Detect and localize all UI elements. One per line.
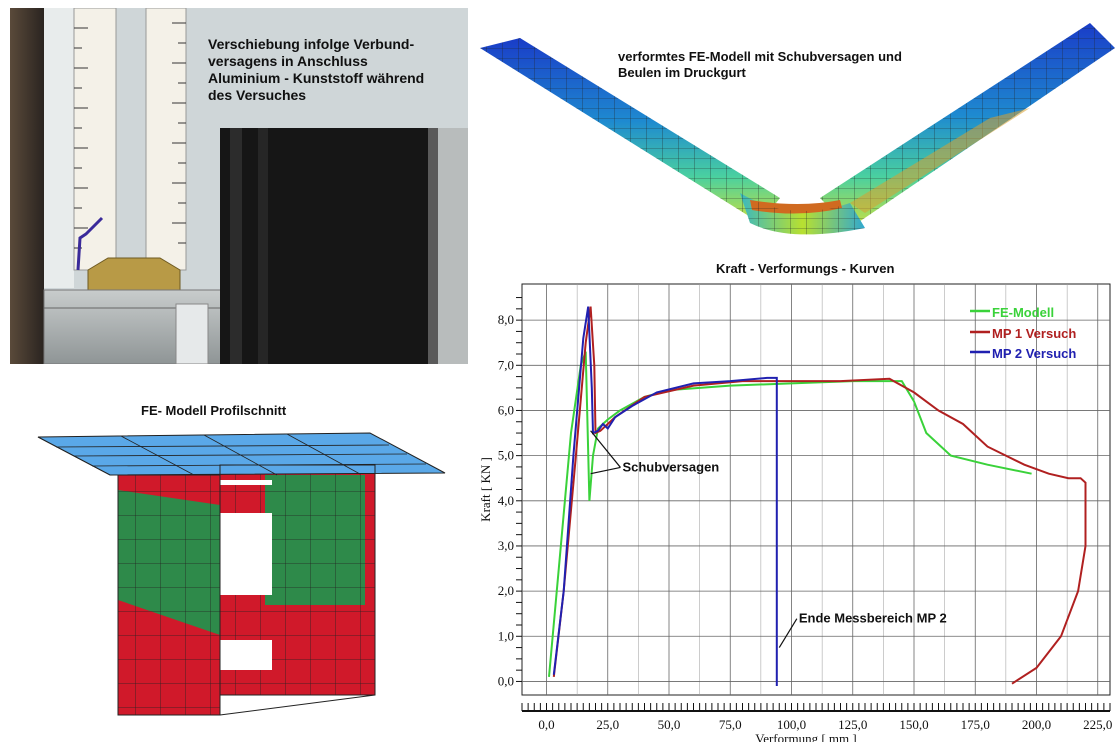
fe-deformed-mesh bbox=[480, 23, 1115, 235]
x-tick-label: 100,0 bbox=[777, 717, 806, 732]
plot-area bbox=[521, 283, 1111, 696]
x-tick-label: 75,0 bbox=[719, 717, 742, 732]
fe-deformed-caption: verformtes FE-Modell mit Schubversagen u… bbox=[618, 49, 902, 80]
y-tick-label: 3,0 bbox=[498, 538, 514, 553]
y-axis-title: Kraft [ KN ] bbox=[478, 457, 493, 522]
y-tick-label: 2,0 bbox=[498, 583, 514, 598]
fe-deformed-model: verformtes FE-Modell mit Schubversagen u… bbox=[470, 8, 1120, 258]
legend-fe-modell: FE-Modell bbox=[992, 305, 1055, 320]
legend-mp1: MP 1 Versuch bbox=[992, 326, 1077, 341]
fe-section-model: FE- Modell Profilschnitt bbox=[10, 395, 470, 740]
y-tick-label: 6,0 bbox=[498, 402, 514, 417]
x-tick-label: 175,0 bbox=[961, 717, 990, 732]
x-tick-label: 50,0 bbox=[658, 717, 681, 732]
chart-title: Kraft - Verformungs - Kurven bbox=[716, 261, 895, 276]
chart-canvas: 0,0 25,0 50,0 75,0 100,0 125,0 150,0 175,0 200,0… bbox=[478, 283, 1112, 742]
x-axis-title: Verformung [ mm ] bbox=[755, 731, 856, 742]
annotation-label-0: Schubversagen bbox=[622, 459, 719, 474]
y-tick-label: 0,0 bbox=[498, 673, 514, 688]
y-tick-label: 4,0 bbox=[498, 493, 514, 508]
y-tick-label: 1,0 bbox=[498, 628, 514, 643]
y-tick-label: 8,0 bbox=[498, 312, 514, 327]
test-photo: Verschiebung infolge Verbund- versagens … bbox=[10, 8, 468, 364]
legend-mp2: MP 2 Versuch bbox=[992, 346, 1077, 361]
test-photo-illustration bbox=[10, 8, 468, 364]
y-tick-label: 7,0 bbox=[498, 357, 514, 372]
photo-caption: Verschiebung infolge Verbund- versagens … bbox=[208, 36, 425, 103]
x-tick-label: 225,0 bbox=[1083, 717, 1112, 732]
force-deformation-chart: Kraft - Verformungs - Kurven 0,0 25,0 50,0… bbox=[470, 260, 1120, 742]
series-line-1 bbox=[552, 306, 1087, 685]
x-tick-label: 200,0 bbox=[1022, 717, 1051, 732]
annotation-pointer-1 bbox=[778, 618, 798, 648]
y-tick-label: 5,0 bbox=[498, 448, 514, 463]
x-tick-label: 25,0 bbox=[596, 717, 619, 732]
x-tick-label: 150,0 bbox=[899, 717, 928, 732]
annotation-pointer-0 bbox=[590, 466, 621, 475]
annotation-pointer-0 bbox=[590, 430, 621, 468]
fe-section-title: FE- Modell Profilschnitt bbox=[141, 403, 287, 418]
annotation-label-1: Ende Messbereich MP 2 bbox=[799, 611, 947, 626]
x-tick-label: 125,0 bbox=[838, 717, 867, 732]
fe-section-mesh bbox=[37, 432, 446, 716]
series-line-2 bbox=[552, 306, 778, 686]
x-tick-label: 0,0 bbox=[538, 717, 554, 732]
